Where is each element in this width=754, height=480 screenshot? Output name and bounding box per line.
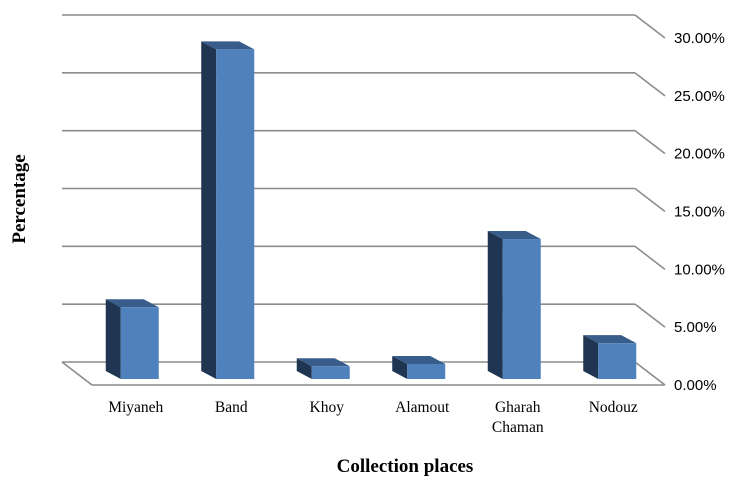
y-tick-label: 10.00%	[674, 261, 725, 278]
x-tick-label: Khoy	[310, 399, 345, 416]
bar	[487, 231, 541, 379]
bar-front	[216, 49, 255, 379]
gridline-diagonal	[634, 130, 666, 155]
bar-top	[105, 299, 159, 308]
y-axis-title: Percentage	[9, 154, 30, 243]
gridline-diagonal	[634, 14, 666, 39]
bar-top	[201, 41, 255, 50]
x-tick-label: Alamout	[395, 399, 450, 416]
gridlines	[61, 14, 666, 386]
bar-front	[598, 343, 637, 379]
bars	[105, 41, 637, 379]
bar-side	[296, 358, 312, 379]
y-tick-label: 5.00%	[674, 319, 717, 336]
bar	[392, 355, 446, 379]
bar-front	[120, 307, 159, 379]
bar-side	[487, 231, 503, 379]
bar	[105, 299, 159, 379]
y-tick-label: 0.00%	[674, 377, 717, 394]
x-tick-label: Miyaneh	[108, 399, 163, 416]
bar-top	[392, 355, 446, 364]
bar-top	[583, 335, 637, 344]
y-tick-label: 25.00%	[674, 88, 725, 105]
floor-left-edge	[61, 361, 93, 386]
x-tick-label: Chaman	[492, 419, 544, 436]
x-tick-label: Nodouz	[589, 399, 638, 416]
bar	[583, 335, 637, 379]
x-axis-title: Collection places	[337, 456, 474, 477]
bar-side	[392, 355, 408, 379]
gridline-diagonal	[634, 361, 666, 386]
bar-side	[583, 335, 599, 379]
bar-side	[201, 41, 217, 379]
bar-top	[487, 231, 541, 240]
bar	[296, 358, 350, 379]
bar-top	[296, 358, 350, 367]
gridline-diagonal	[634, 303, 666, 328]
x-tick-labels: Miyaneh Band Khoy Alamout Gharah Chaman Nodouz	[108, 399, 638, 436]
y-tick-label: 15.00%	[674, 204, 725, 221]
bar	[201, 41, 255, 379]
x-tick-label: Gharah	[495, 399, 541, 416]
y-tick-label: 20.00%	[674, 146, 725, 163]
gridline-diagonal	[634, 72, 666, 97]
gridline-diagonal	[634, 245, 666, 270]
x-tick-label: Band	[215, 399, 248, 416]
y-tick-label: 30.00%	[674, 30, 725, 47]
bar-side	[105, 299, 121, 379]
bar-front	[502, 239, 541, 379]
y-tick-labels: 0.00% 5.00% 10.00% 15.00% 20.00% 25.00% 30.00%	[674, 30, 725, 394]
bar-front	[311, 366, 350, 379]
bar-front	[407, 363, 446, 379]
gridline-diagonal	[634, 187, 666, 213]
